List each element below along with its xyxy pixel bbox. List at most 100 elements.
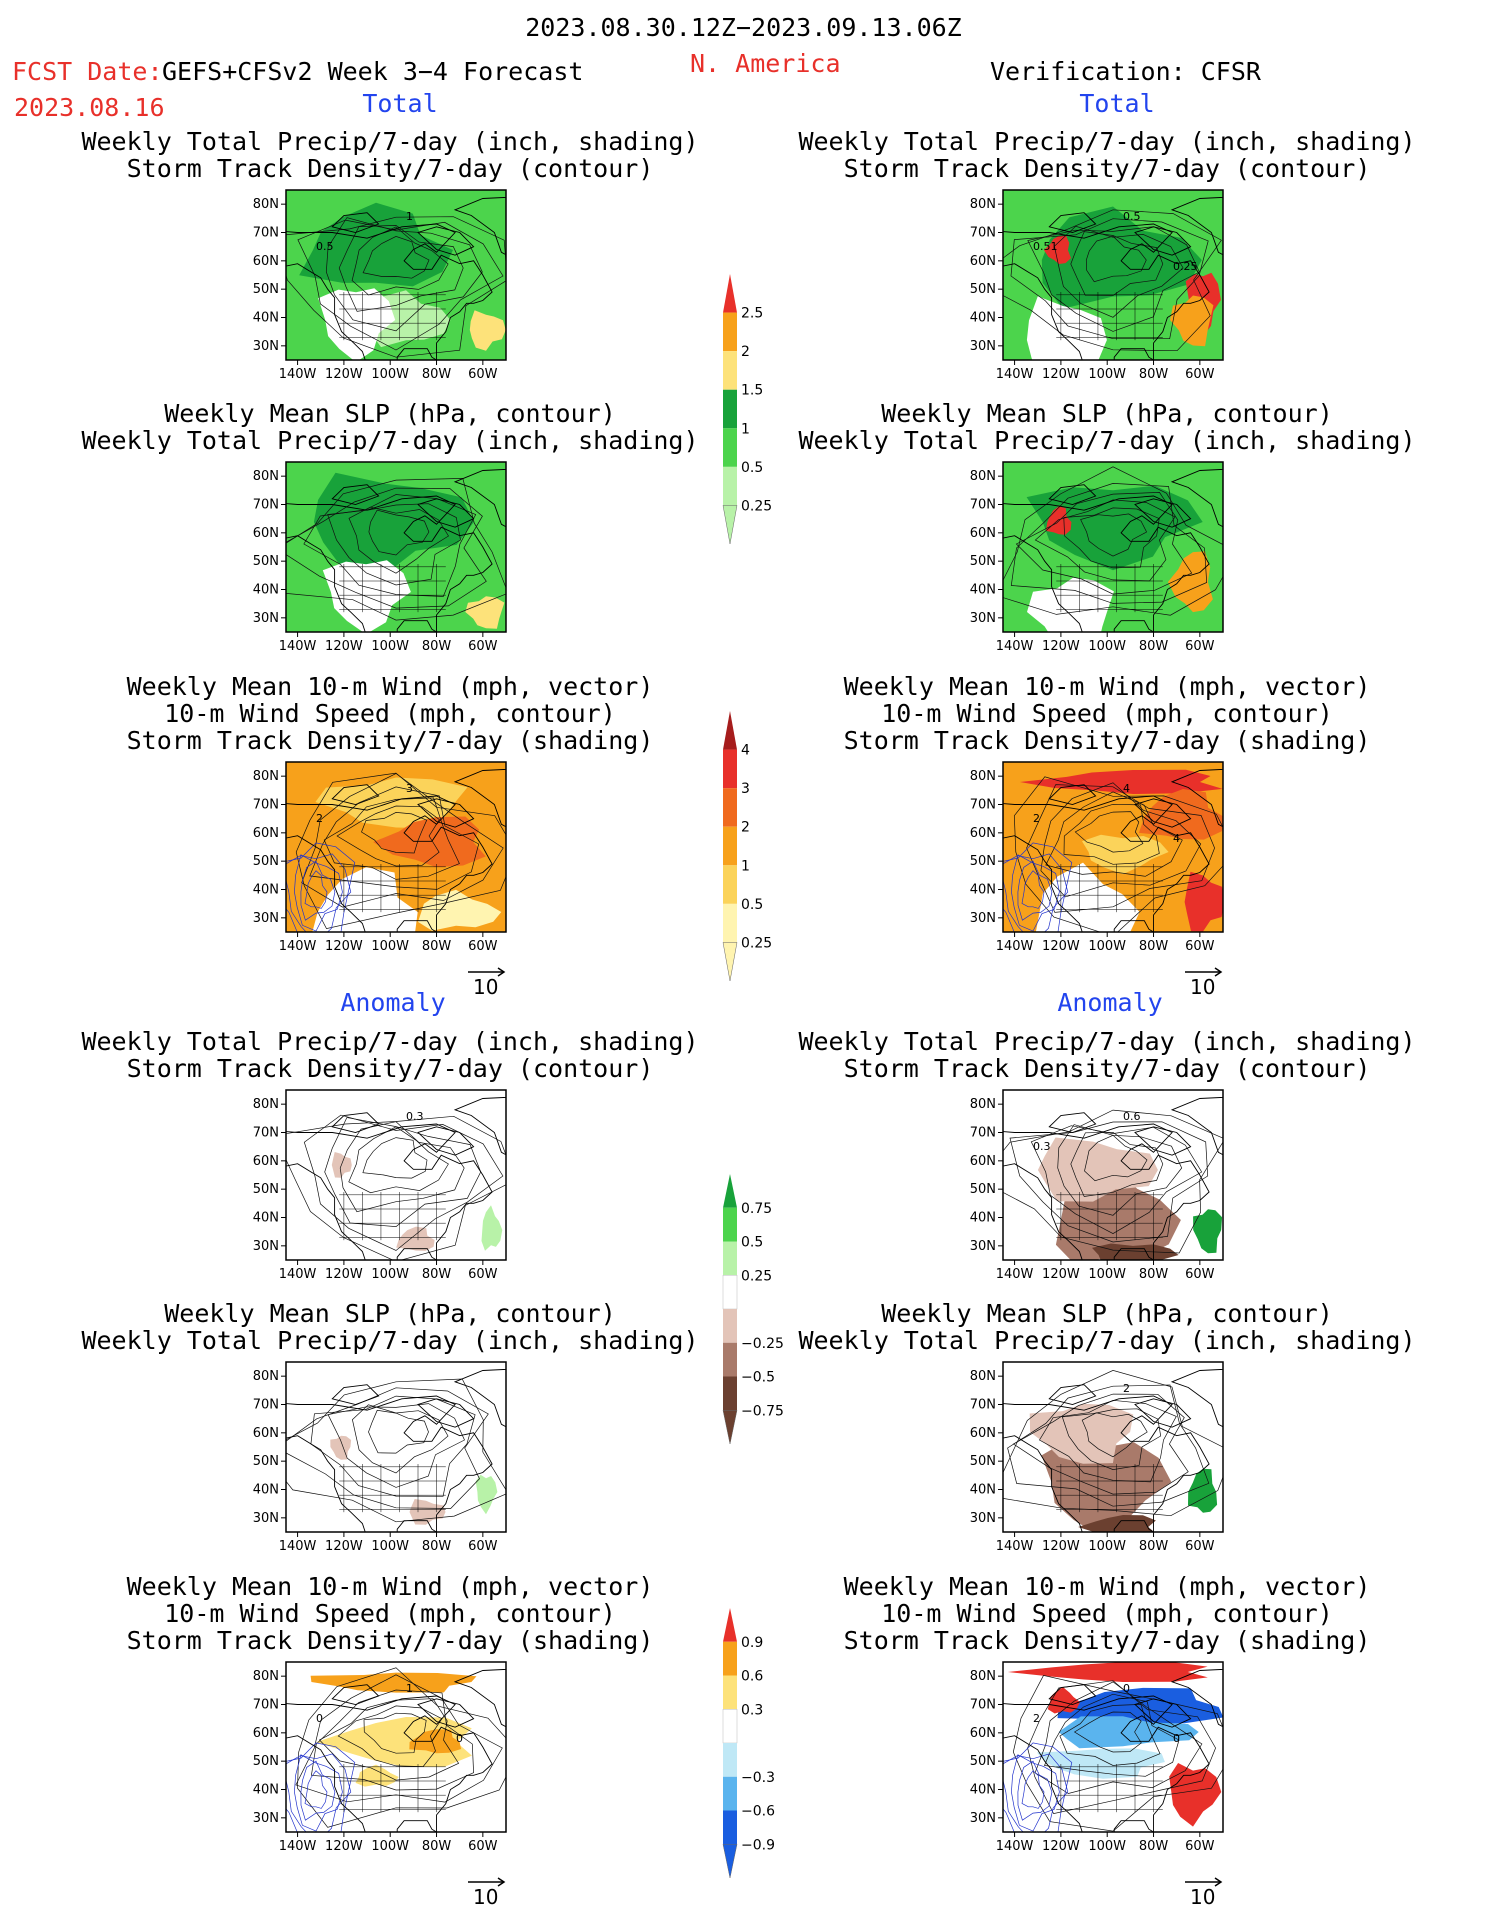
vector-ref-label: 10 [473,1885,498,1909]
field-shading [1167,551,1213,613]
contour-line [351,226,449,296]
lon-tick-label: 120W [325,1267,363,1282]
contour-line [286,487,487,609]
contour-line [318,1698,460,1781]
lat-tick-label: 40N [970,1211,996,1226]
vector-ref-label: 10 [1190,1885,1215,1909]
colorbar-segment [723,1776,737,1811]
lon-tick-label: 80W [1139,1839,1169,1854]
colorbar-segment [723,826,737,866]
panel-title-fcst-total-slp: Weekly Mean SLP (hPa, contour) Weekly Tot… [81,399,699,455]
contour-line [1011,854,1060,932]
lat-tick-label: 50N [970,554,996,569]
field-shading [1035,862,1140,932]
colorbar-label: −0.5 [741,1370,775,1386]
lon-tick-label: 100W [371,639,409,654]
colorbar-segment [723,1810,737,1845]
panel-title-fcst-total-wind: Weekly Mean 10-m Wind (mph, vector) 10-m … [126,672,654,755]
contour-line [1063,507,1160,569]
contour-line [294,854,343,932]
map-frame [285,761,507,933]
lat-tick-label: 60N [253,254,279,269]
colorbar-segment [723,903,737,943]
section-total-left: Total [362,89,438,118]
contour-line [1017,1760,1053,1821]
coastline [1003,495,1210,632]
lon-tick-label: 100W [371,1539,409,1554]
lat-tick-label: 50N [253,282,279,297]
panel-title-fcst-anom-precip: Weekly Total Precip/7-day (inch, shading… [81,1027,699,1083]
contour-line [1009,1121,1209,1243]
coastline [286,1123,493,1260]
field-shading [1078,1515,1156,1532]
coastline [1170,1096,1223,1156]
field-shading [1170,295,1214,347]
lat-tick-label: 50N [253,1454,279,1469]
lon-tick-label: 80W [1139,639,1169,654]
lon-tick-label: 120W [325,367,363,382]
contour-line [297,219,504,351]
contour-line [1010,483,1208,604]
contour-line [286,1387,489,1509]
contour-line [286,1753,352,1832]
section-total-right: Total [1079,89,1155,118]
lat-tick-label: 60N [253,1154,279,1169]
lat-tick-label: 30N [253,911,279,926]
lon-tick-label: 140W [996,639,1034,654]
lat-tick-label: 60N [970,1726,996,1741]
lon-tick-label: 60W [1185,939,1215,954]
contour-line [1003,1753,1069,1832]
contour-line [1003,209,1222,352]
lon-tick-label: 80W [422,939,452,954]
panel-title-fcst-anom-wind: Weekly Mean 10-m Wind (mph, vector) 10-m … [126,1572,654,1655]
lat-tick-label: 40N [970,583,996,598]
lat-tick-label: 70N [970,1398,996,1413]
colorbar-label: 0.6 [741,1669,763,1685]
contour-line [363,1712,427,1754]
contour-line [286,216,506,358]
contour-line [1003,853,1069,932]
lat-tick-label: 80N [253,1097,279,1112]
field-shading [396,1226,435,1251]
panel-title-cfsr-total-precip: Weekly Total Precip/7-day (inch, shading… [798,127,1416,183]
lon-tick-label: 140W [279,639,317,654]
lon-tick-label: 140W [279,939,317,954]
contour-line [1085,235,1147,283]
lat-tick-label: 60N [970,526,996,541]
lon-tick-label: 60W [468,639,498,654]
vector-ref-fcst-anom: 10 [468,1877,506,1909]
field-shading [370,290,451,348]
coastline [453,768,506,828]
lon-tick-label: 100W [1088,639,1126,654]
contour-line [1044,1693,1180,1777]
colorbar-label: 0.5 [741,897,763,913]
vector-ref-cfsr-total: 10 [1185,967,1223,999]
fcst-date: 2023.08.16 [14,93,165,122]
coastline [1048,1684,1097,1705]
contour-line [1021,870,1045,909]
contour-line [1084,1134,1148,1182]
field-shading [1047,1687,1081,1714]
map-frame [1002,461,1224,633]
lon-tick-label: 120W [1042,639,1080,654]
field-shading [1037,1137,1158,1202]
colorbar-segment [723,1342,737,1377]
lat-tick-label: 50N [970,1454,996,1469]
contour-line [1003,842,1073,932]
coastline [1048,212,1097,233]
contour-line [304,870,328,909]
map-frame [285,1361,507,1533]
lat-tick-label: 60N [970,826,996,841]
lon-tick-label: 60W [468,939,498,954]
lon-tick-label: 60W [1185,639,1215,654]
contour-line [1073,1711,1142,1753]
colorbar-label: −0.3 [741,1770,775,1786]
colorbar-label: 0.25 [741,935,772,951]
colorbar-label: 0.9 [741,1635,763,1651]
field-base [286,1362,506,1532]
contour-line [286,1742,356,1832]
coastline [331,1384,380,1405]
vector-ref-fcst-total: 10 [468,967,506,999]
